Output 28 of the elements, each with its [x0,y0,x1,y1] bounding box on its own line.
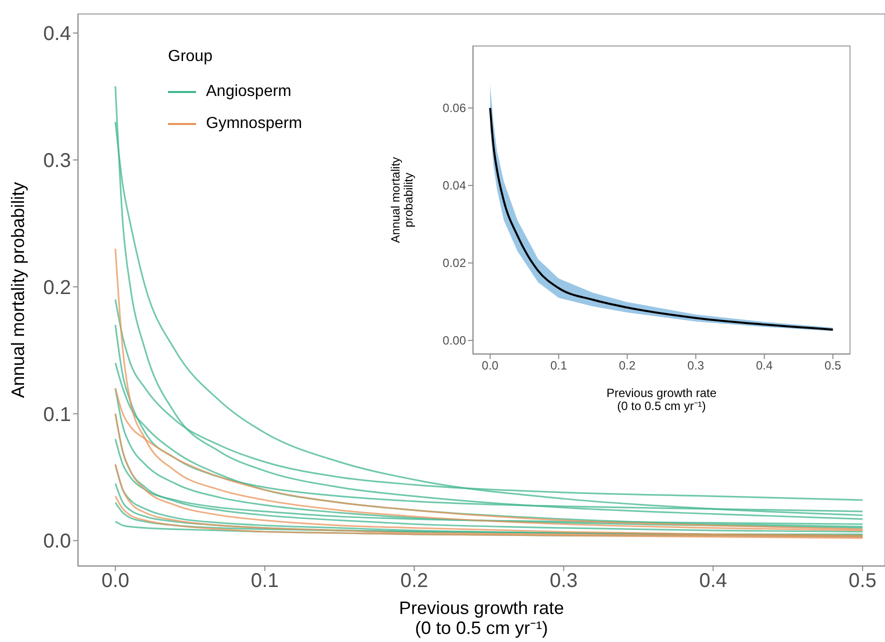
x-tick-label: 0.5 [824,358,842,373]
x-tick-label: 0.3 [687,358,704,373]
x-tick-label: 0.3 [550,570,578,592]
x-tick-label: 0.1 [550,358,568,373]
y-tick-label: 0.1 [43,404,71,426]
x-tick-label: 0.1 [250,570,279,592]
y-tick-label: 0.02 [442,256,466,270]
y-tick-label: 0.2 [43,276,71,299]
x-tick-label: 0.5 [848,570,876,592]
y-tick-label: 0.04 [442,178,466,193]
x-tick-label: 0.4 [699,570,728,592]
y-axis-title: Annual mortality probability [388,156,416,244]
legend-label: Gymnosperm [206,115,302,133]
y-tick-label: 0.0 [43,530,71,553]
legend-title: Group [168,48,214,66]
x-axis-title: Previous growth rate (0 to 0.5 cm yr⁻¹) [398,598,564,638]
y-tick-label: 0.4 [43,23,71,46]
y-tick-label: 0.3 [43,150,71,172]
x-tick-label: 0.2 [400,570,428,592]
x-axis-title: Previous growth rate (0 to 0.5 cm yr⁻¹) [606,386,717,413]
x-tick-label: 0.0 [101,570,130,592]
y-tick-label: 0.00 [442,334,466,348]
x-tick-label: 0.2 [618,358,636,373]
x-tick-label: 0.4 [756,358,773,373]
legend-label: Angiosperm [206,83,292,101]
y-axis-title: Annual mortality probability [8,182,28,398]
x-tick-label: 0.0 [482,358,499,373]
y-tick-label: 0.06 [442,101,466,116]
